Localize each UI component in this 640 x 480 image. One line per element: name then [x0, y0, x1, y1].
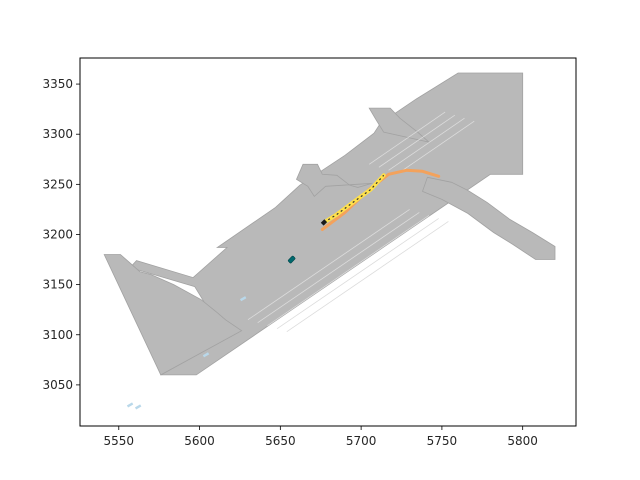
pedestrian-marker [239, 296, 247, 302]
y-tick-label: 3300 [42, 127, 73, 141]
x-tick-label: 5800 [507, 434, 538, 448]
map-area [103, 72, 556, 410]
ego-path-centerline [323, 174, 385, 223]
planned-path [320, 168, 441, 231]
trajectory-layer [320, 168, 441, 231]
x-tick-label: 5650 [265, 434, 296, 448]
pedestrian-marker [134, 404, 142, 410]
road-right-spur [421, 176, 556, 260]
lane-line [378, 114, 456, 168]
road-network [103, 72, 556, 376]
y-axis: 3050 3100 3150 3200 3250 3300 3350 [42, 77, 80, 392]
lane-line [286, 221, 449, 333]
x-tick-label: 5550 [104, 434, 135, 448]
x-tick-label: 5700 [346, 434, 377, 448]
y-tick-label: 3100 [42, 328, 73, 342]
ego-vehicle [320, 219, 328, 226]
pedestrian-marker [202, 352, 210, 358]
x-tick-label: 5600 [184, 434, 215, 448]
y-tick-label: 3200 [42, 227, 73, 241]
agent-vehicle [287, 255, 296, 264]
axes-frame [79, 57, 577, 427]
lane-line [276, 218, 439, 330]
lane-line [398, 120, 475, 174]
lane-lines [247, 111, 475, 333]
lane-line [368, 111, 446, 165]
x-axis: 5550 5600 5650 5700 5750 5800 [104, 426, 538, 448]
y-tick-label: 3050 [42, 378, 73, 392]
y-tick-label: 3250 [42, 177, 73, 191]
agents-layer [126, 219, 328, 410]
road-main-road [129, 72, 524, 376]
pedestrian-marker [126, 402, 134, 408]
y-tick-label: 3350 [42, 77, 73, 91]
y-tick-label: 3150 [42, 278, 73, 292]
road-left-spur [103, 254, 243, 376]
lane-line [267, 215, 430, 327]
lane-line [388, 117, 465, 171]
x-tick-label: 5750 [427, 434, 458, 448]
lane-line [257, 212, 420, 324]
lane-line [247, 209, 410, 321]
road-upper-left-spur [295, 163, 373, 198]
